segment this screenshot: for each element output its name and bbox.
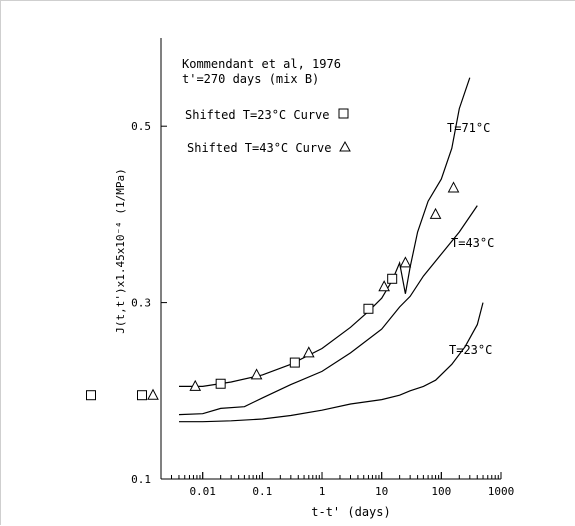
x-tick-label: 1 <box>319 485 326 498</box>
y-tick-label: 0.3 <box>131 297 151 310</box>
offaxis-square <box>86 390 96 401</box>
data-point-triangle <box>378 280 390 292</box>
chart-subtitle: t'=270 days (mix B) <box>182 72 319 86</box>
data-point-square <box>387 273 398 284</box>
offaxis-square <box>137 390 147 401</box>
curve-group <box>178 77 484 423</box>
marker-group <box>86 181 460 401</box>
curve-label-71: T=71°C <box>447 121 490 135</box>
data-point-square <box>215 378 226 389</box>
data-point-triangle <box>250 368 263 380</box>
chart-title: Kommendant et al, 1976 <box>182 57 341 71</box>
series-line-2 <box>179 302 484 423</box>
legend-label-triangle: Shifted T=43°C Curve <box>187 141 332 155</box>
data-point-triangle <box>447 181 460 193</box>
legend-square-marker <box>338 108 349 119</box>
legend-label-square: Shifted T=23°C Curve <box>185 108 330 122</box>
axes: 0.1 0.3 0.5 0.01 0.1 1 10 100 1000 <box>131 38 514 498</box>
y-tick-label: 0.1 <box>131 473 151 486</box>
data-point-triangle <box>302 346 315 358</box>
x-axis-label: t-t' (days) <box>311 505 390 519</box>
curve-label-23: T=23°C <box>449 343 492 357</box>
x-tick-label: 0.01 <box>189 485 216 498</box>
offaxis-triangle <box>147 388 159 400</box>
series-line-1 <box>178 205 478 416</box>
data-point-triangle <box>429 207 442 219</box>
series-line-0 <box>179 77 471 387</box>
x-tick-label: 0.1 <box>252 485 272 498</box>
data-point-square <box>363 303 374 314</box>
x-tick-label: 1000 <box>488 485 515 498</box>
y-tick-label: 0.5 <box>131 120 151 133</box>
y-axis-label: J(t,t')x1.45x10⁻⁴ (1/MPa) <box>114 168 127 334</box>
legend-triangle-marker <box>339 140 351 152</box>
data-point-triangle <box>189 379 202 391</box>
data-point-triangle <box>399 256 412 268</box>
x-tick-label: 100 <box>431 485 451 498</box>
curve-label-43: T=43°C <box>451 236 494 250</box>
x-tick-label: 10 <box>375 485 388 498</box>
data-point-square <box>289 357 300 368</box>
